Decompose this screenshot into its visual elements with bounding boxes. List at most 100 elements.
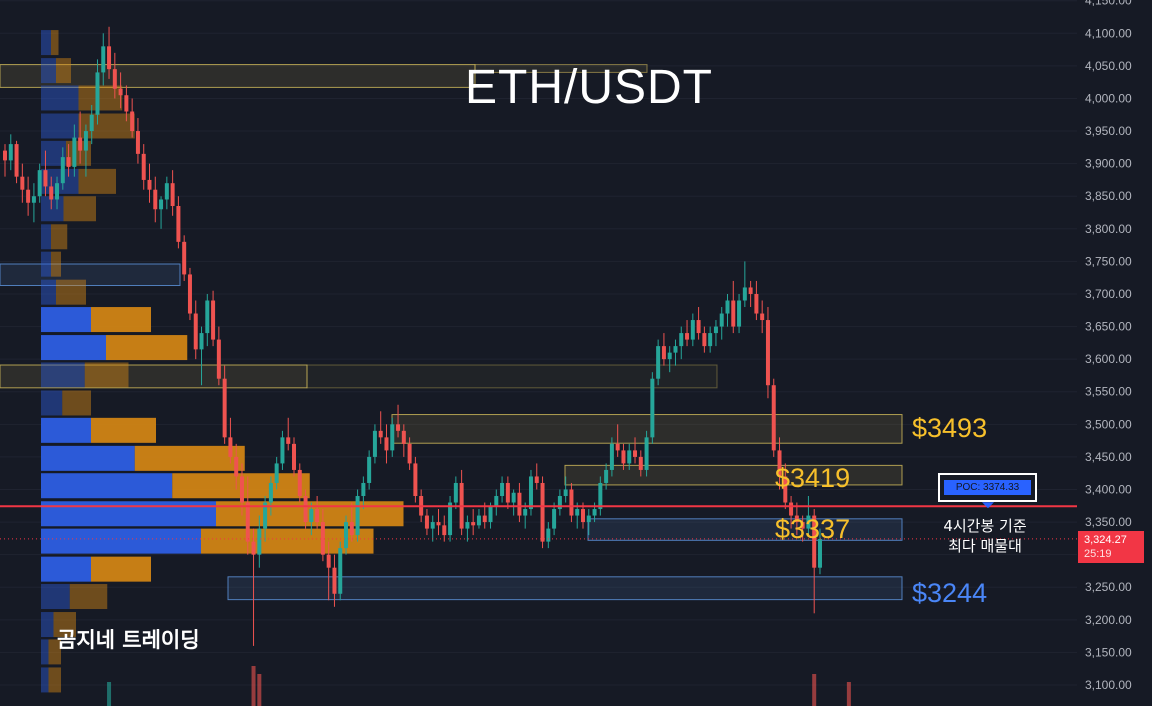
level-label-3337: $3337	[775, 514, 851, 544]
candle-body	[83, 131, 88, 151]
candle-body	[569, 489, 574, 516]
candle-body	[575, 509, 580, 516]
axis-tick-label: 3,650.00	[1085, 320, 1132, 334]
candle-body	[66, 157, 71, 167]
profile-bar-buy	[41, 362, 85, 388]
candle-body	[147, 179, 152, 190]
candle-body	[187, 274, 192, 314]
candle-body	[719, 313, 724, 327]
candle-body	[112, 69, 117, 89]
candle-body	[164, 183, 169, 200]
candle-body	[95, 72, 100, 115]
candle-body	[199, 333, 204, 350]
volume-bar	[812, 674, 817, 706]
candle-body	[667, 352, 672, 360]
volume-bar	[846, 682, 851, 706]
candle-body	[609, 443, 614, 470]
candle-body	[442, 525, 447, 536]
axis-tick-label: 3,600.00	[1085, 352, 1132, 366]
candle-body	[563, 489, 568, 497]
candle-body	[118, 88, 123, 96]
candle-body	[615, 443, 620, 451]
candle-body	[361, 482, 366, 497]
candle-body	[476, 515, 481, 526]
current-price-value: 3,324.27	[1084, 534, 1127, 546]
candle-body	[274, 463, 279, 483]
candle-body	[708, 333, 713, 347]
candle-body	[517, 492, 522, 516]
candle-body	[20, 176, 25, 190]
candle-body	[101, 46, 106, 73]
candle-body	[713, 326, 718, 334]
candle-body	[130, 111, 135, 132]
profile-bar-buy	[41, 113, 79, 139]
candle-body	[552, 509, 557, 529]
candle-body	[263, 502, 268, 529]
candle-body	[72, 137, 77, 167]
profile-bar-buy	[41, 445, 135, 471]
candle-body	[488, 505, 493, 523]
candle-body	[702, 333, 707, 347]
axis-tick-label: 4,000.00	[1085, 91, 1132, 105]
candle-body	[511, 492, 516, 503]
axis-tick-label: 4,150.00	[1085, 0, 1132, 8]
axis-tick-label: 3,200.00	[1085, 613, 1132, 627]
axis-tick-label: 4,100.00	[1085, 26, 1132, 40]
candle-body	[794, 515, 799, 523]
candle-body	[650, 378, 655, 438]
candle-body	[673, 346, 678, 353]
axis-tick-label: 3,900.00	[1085, 157, 1132, 171]
profile-bar-sell	[56, 279, 86, 305]
profile-bar-buy	[41, 584, 70, 610]
volume-layer	[107, 666, 851, 706]
candle-body	[656, 346, 661, 379]
candle-body	[661, 346, 666, 360]
poc-marker	[982, 502, 994, 509]
candle-body	[760, 313, 765, 321]
candle-body	[320, 522, 325, 555]
candle-body	[303, 496, 308, 523]
profile-bar-buy	[41, 473, 173, 499]
profile-bar-sell	[91, 417, 156, 443]
candle-body	[748, 287, 753, 294]
candle-body	[153, 189, 158, 210]
profile-bar-buy	[41, 528, 201, 554]
candle-body	[251, 541, 256, 555]
axis-tick-label: 3,750.00	[1085, 254, 1132, 268]
candle-body	[384, 437, 389, 451]
candle-body	[78, 137, 83, 151]
zone-box	[306, 364, 718, 389]
zone-box	[0, 263, 181, 287]
candle-body	[309, 509, 314, 523]
zone-box	[0, 364, 308, 389]
candle-body	[367, 456, 372, 483]
profile-bar-sell	[56, 58, 71, 84]
candles-layer	[3, 26, 822, 646]
price-axis[interactable]: 3,100.003,150.003,200.003,250.003,300.00…	[1085, 0, 1132, 692]
candle-body	[286, 437, 291, 444]
candle-body	[586, 515, 591, 523]
candle-body	[621, 450, 626, 464]
profile-bar-sell	[91, 307, 151, 333]
candle-body	[378, 430, 383, 438]
profile-bar-buy	[41, 501, 216, 527]
candle-body	[806, 515, 811, 529]
lines-layer	[0, 502, 1077, 540]
candle-body	[8, 144, 13, 161]
candle-body	[344, 522, 349, 549]
profile-bar-buy	[41, 390, 63, 416]
poc-box: POC: 3374.33	[938, 473, 1037, 502]
profile-bar-sell	[69, 584, 108, 610]
profile-bar-sell	[53, 612, 76, 638]
profile-bar-sell	[51, 30, 59, 56]
candle-body	[633, 450, 638, 457]
candle-body	[465, 522, 470, 529]
profile-bar-buy	[41, 639, 49, 665]
profile-bar-buy	[41, 417, 91, 443]
watermark-text: 곰지네 트레이딩	[57, 628, 200, 652]
candle-body	[326, 554, 331, 568]
profile-bar-sell	[78, 168, 116, 194]
candle-body	[534, 476, 539, 483]
